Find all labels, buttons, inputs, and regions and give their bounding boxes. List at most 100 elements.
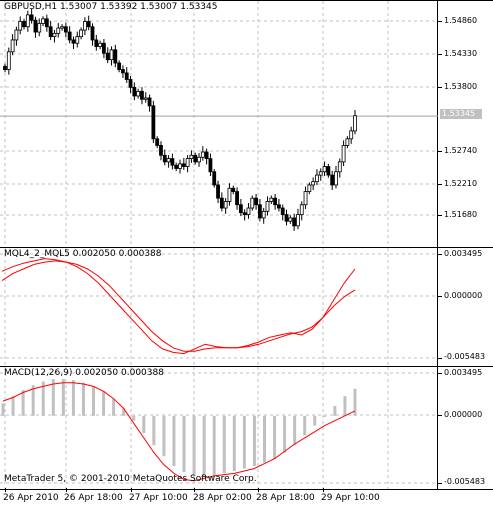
candle-body: [105, 52, 110, 61]
candle-body: [341, 145, 346, 163]
macd-bar: [11, 396, 15, 416]
candle-body: [143, 97, 148, 100]
candle-body: [185, 158, 190, 167]
candle-body: [257, 204, 262, 219]
macd-bar: [61, 379, 65, 416]
time-label: 26 Apr 18:00: [64, 493, 123, 503]
candle-body: [284, 214, 289, 222]
candle-body: [102, 42, 106, 54]
time-label: 28 Apr 18:00: [256, 493, 315, 503]
candle-body: [98, 42, 103, 47]
candle-body: [265, 201, 270, 212]
candle-body: [181, 163, 186, 167]
macd-bar: [232, 415, 236, 471]
candle-body: [292, 217, 297, 227]
candle-body: [37, 23, 42, 33]
candle-body: [44, 18, 49, 28]
candle-body: [109, 49, 114, 61]
macd-signal-line: [2, 382, 356, 482]
macd-bar: [252, 415, 256, 467]
candle-body: [117, 62, 122, 71]
candle-body: [238, 204, 243, 214]
candle-body: [79, 29, 83, 38]
mql4-indicator-pane[interactable]: MQL4_2_MQL5 0.002050 0.000388 0.003495 0…: [0, 247, 493, 366]
macd-bar: [132, 415, 136, 421]
macd-bar: [212, 415, 216, 476]
candle-body: [349, 130, 354, 140]
ind1-axis-label: -0.005483: [444, 352, 486, 361]
candle-body: [151, 105, 156, 140]
candle-body: [235, 191, 239, 206]
macd-bar: [21, 390, 25, 416]
macd-bar: [313, 415, 317, 426]
candle-body: [242, 212, 247, 216]
candle-body: [254, 197, 258, 206]
price-label: 1.53800: [444, 82, 478, 91]
macd-bar: [71, 380, 75, 416]
candle-body: [159, 145, 163, 156]
candle-body: [113, 49, 118, 64]
candle-body: [315, 174, 319, 183]
time-label: 27 Apr 10:00: [129, 493, 188, 503]
candle-body: [170, 158, 175, 166]
candle-body: [280, 207, 285, 216]
macd-bar: [81, 382, 85, 416]
candle-body: [261, 210, 266, 219]
candle-body: [288, 217, 293, 222]
price-pane[interactable]: GBPUSD,H1 1.53007 1.53392 1.53007 1.5334…: [0, 0, 493, 247]
candle-body: [231, 187, 236, 192]
macd-bar: [293, 415, 297, 446]
macd-bar: [192, 415, 196, 476]
candle-body: [3, 65, 7, 71]
mql4-plot-area[interactable]: [0, 248, 438, 366]
mql4-indicator-title: MQL4_2_MQL5 0.002050 0.000388: [4, 249, 162, 259]
candle-body: [140, 90, 144, 100]
macd-plot-area[interactable]: [0, 367, 438, 489]
ind1-axis-label: 0.000000: [444, 291, 483, 300]
candle-body: [22, 21, 26, 28]
candle-body: [18, 21, 23, 31]
macd-bar: [152, 415, 156, 446]
symbol-title: GBPUSD,H1 1.53007 1.53392 1.53007 1.5334…: [4, 2, 218, 12]
price-plot-area[interactable]: [0, 1, 438, 247]
candle-body: [299, 204, 304, 216]
candle-body: [48, 26, 53, 38]
candle-body: [345, 138, 350, 146]
copyright-text: MetaTrader 5, © 2001-2010 MetaQuotes Sof…: [4, 474, 257, 484]
macd-bar: [1, 403, 5, 416]
candle-body: [90, 26, 95, 41]
macd-bar: [51, 379, 55, 416]
macd-bar: [323, 415, 327, 417]
macd-bar: [353, 388, 357, 416]
candle-body: [155, 138, 160, 146]
candle-body: [330, 174, 335, 186]
candle-body: [174, 164, 179, 169]
price-label: 1.52210: [444, 179, 478, 188]
macd-bar: [102, 391, 106, 416]
candle-body: [124, 72, 129, 80]
candle-body: [216, 184, 220, 199]
time-label: 26 Apr 2010: [3, 493, 59, 503]
ind2-axis-label: 0.003495: [444, 368, 483, 377]
candle-body: [246, 207, 251, 216]
time-label: 29 Apr 10:00: [321, 493, 380, 503]
candle-body: [41, 18, 45, 24]
candle-body: [25, 14, 30, 28]
macd-bar: [333, 406, 337, 416]
macd-chart: [0, 367, 438, 489]
macd-bar: [142, 415, 146, 433]
ind1-axis-label: 0.003495: [444, 249, 483, 258]
candle-body: [227, 187, 232, 202]
candle-body: [223, 201, 228, 209]
candle-body: [197, 156, 201, 163]
candle-body: [67, 31, 72, 41]
candle-body: [250, 197, 255, 209]
macd-bar: [182, 415, 186, 473]
candle-body: [322, 166, 327, 173]
candle-body: [353, 115, 357, 132]
candle-body: [147, 97, 152, 107]
candle-body: [14, 29, 19, 41]
candle-body: [10, 39, 15, 53]
macd-bar: [92, 386, 96, 416]
macd-pane[interactable]: MACD(12,26,9) 0.002050 0.000388 0.003495…: [0, 366, 493, 490]
